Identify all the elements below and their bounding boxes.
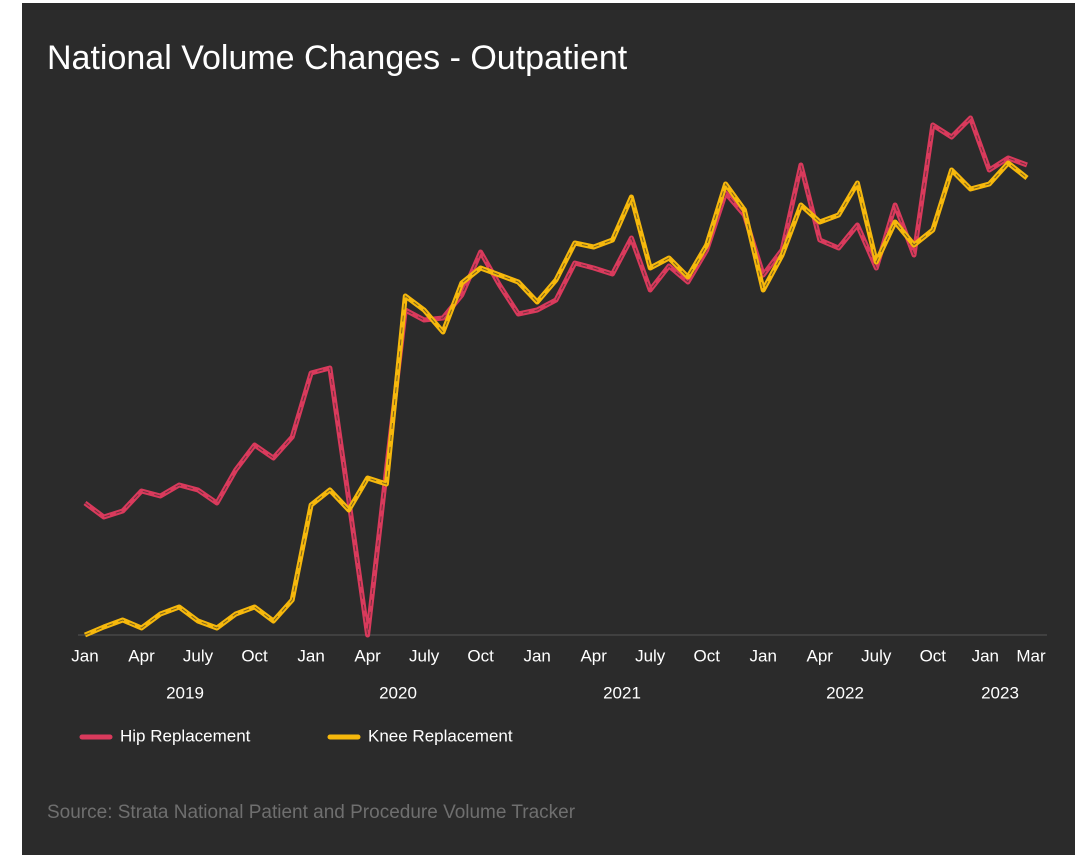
x-tick-label: Jan xyxy=(297,646,324,665)
year-label: 2022 xyxy=(826,683,864,702)
legend-label: Knee Replacement xyxy=(368,726,513,745)
chart-title: National Volume Changes - Outpatient xyxy=(47,39,628,77)
x-tick-label: Oct xyxy=(467,646,494,665)
year-label: 2019 xyxy=(166,683,204,702)
series-line xyxy=(84,160,1029,638)
series-line-texture xyxy=(84,117,1028,636)
x-tick-label: Apr xyxy=(807,646,834,665)
x-tick-label: Jan xyxy=(972,646,999,665)
x-tick-label: Mar xyxy=(1016,646,1046,665)
x-tick-label: Apr xyxy=(354,646,381,665)
x-tick-label: Jan xyxy=(750,646,777,665)
source: Source: Strata National Patient and Proc… xyxy=(47,802,576,823)
x-tick-label: Apr xyxy=(128,646,155,665)
x-tick-label: Jan xyxy=(523,646,550,665)
x-tick-label: July xyxy=(861,646,892,665)
x-tick-label: Oct xyxy=(920,646,947,665)
x-tick-label: July xyxy=(183,646,214,665)
x-tick-label: Jan xyxy=(71,646,98,665)
panel xyxy=(22,3,1075,855)
x-tick-label: July xyxy=(635,646,666,665)
x-tick-label: Oct xyxy=(241,646,268,665)
year-label: 2021 xyxy=(603,683,641,702)
x-tick-label: July xyxy=(409,646,440,665)
x-tick-label: Apr xyxy=(580,646,607,665)
year-label: 2020 xyxy=(379,683,417,702)
legend-label: Hip Replacement xyxy=(120,726,251,745)
x-tick-label: Oct xyxy=(693,646,720,665)
year-label: 2023 xyxy=(981,683,1019,702)
